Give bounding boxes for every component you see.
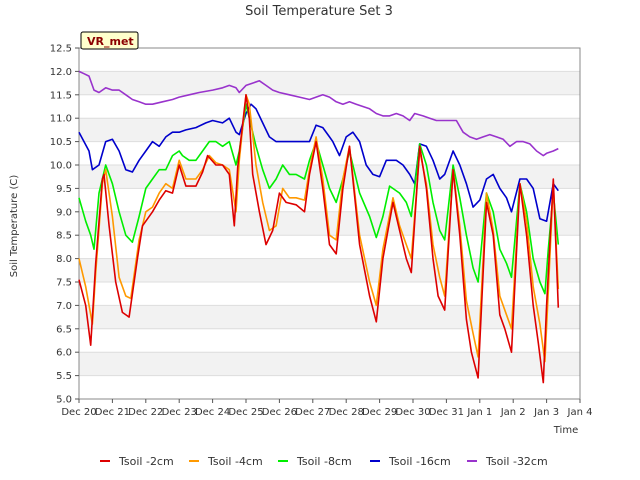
site-badge-label: VR_met	[87, 35, 134, 48]
x-tick-label: Jan 3	[533, 407, 559, 418]
x-tick-label: Jan 4	[567, 407, 593, 418]
x-tick-label: Dec 26	[262, 407, 297, 418]
x-tick-label: Dec 28	[329, 407, 364, 418]
y-tick-label: 6.0	[56, 348, 72, 359]
y-tick-label: 7.5	[56, 278, 72, 289]
y-axis-label: Soil Temperature (C)	[9, 175, 20, 278]
legend-label: Tsoil -8cm	[296, 455, 352, 468]
y-tick-label: 9.0	[56, 207, 72, 218]
y-tick-label: 8.0	[56, 254, 72, 265]
legend-item: Tsoil -32cm	[467, 455, 548, 468]
y-tick-label: 9.5	[56, 184, 72, 195]
background-band	[79, 211, 580, 236]
x-tick-label: Dec 27	[295, 407, 330, 418]
y-tick-label: 7.0	[56, 301, 72, 312]
x-tick-label: Jan 2	[500, 407, 526, 418]
y-tick-label: 6.5	[56, 324, 72, 335]
x-tick-label: Jan 1	[466, 407, 492, 418]
x-tick-label: Dec 24	[195, 407, 230, 418]
background-band	[79, 352, 580, 376]
legend-item: Tsoil -4cm	[189, 455, 263, 468]
y-tick-label: 5.5	[56, 371, 72, 382]
background-band	[79, 71, 580, 95]
x-tick-label: Dec 29	[362, 407, 397, 418]
legend-label: Tsoil -2cm	[118, 455, 174, 468]
y-tick-label: 11.5	[50, 90, 72, 101]
series-line-tsoil-2cm	[78, 94, 560, 384]
series-lines	[78, 70, 560, 384]
y-tick-label: 10.5	[50, 137, 72, 148]
site-badge-box	[80, 31, 139, 50]
plot-frame	[78, 47, 581, 400]
x-tick-label: Dec 20	[61, 407, 96, 418]
y-axis-ticks: 5.0 5.5 6.0 6.5 7.0 7.5 8.0 8.5 9.0 9.5 10.0 10.5 11…	[50, 44, 79, 406]
legend-item: Tsoil -16cm	[370, 455, 451, 468]
y-tick-label: 5.0	[56, 395, 72, 406]
y-tick-label: 12.5	[50, 44, 72, 55]
series-line-tsoil-8cm	[78, 103, 560, 295]
x-tick-label: Dec 30	[395, 407, 430, 418]
legend: Tsoil -2cm Tsoil -4cm Tsoil -8cm Tsoil -16c…	[100, 455, 548, 468]
background-band	[79, 258, 580, 282]
legend-label: Tsoil -16cm	[388, 455, 451, 468]
y-tick-label: 12.0	[50, 67, 72, 78]
x-tick-label: Dec 22	[128, 407, 163, 418]
chart-title: Soil Temperature Set 3	[245, 4, 393, 19]
site-badge: VR_met	[80, 31, 139, 50]
y-tick-label: 10.0	[50, 161, 72, 172]
x-tick-label: Dec 23	[162, 407, 197, 418]
x-tick-label: Dec 21	[95, 407, 130, 418]
series-line-tsoil-32cm	[78, 70, 559, 157]
x-tick-label: Dec 25	[228, 407, 263, 418]
legend-item: Tsoil -8cm	[278, 455, 352, 468]
legend-label: Tsoil -4cm	[207, 455, 263, 468]
x-axis-label: Time	[553, 425, 578, 436]
x-tick-label: Dec 31	[429, 407, 464, 418]
series-line-tsoil-16cm	[78, 103, 559, 222]
y-tick-label: 8.5	[56, 231, 72, 242]
legend-label: Tsoil -32cm	[485, 455, 548, 468]
legend-item: Tsoil -2cm	[100, 455, 174, 468]
background-band	[79, 305, 580, 329]
y-tick-label: 11.0	[50, 114, 72, 125]
background-bands	[79, 71, 580, 376]
